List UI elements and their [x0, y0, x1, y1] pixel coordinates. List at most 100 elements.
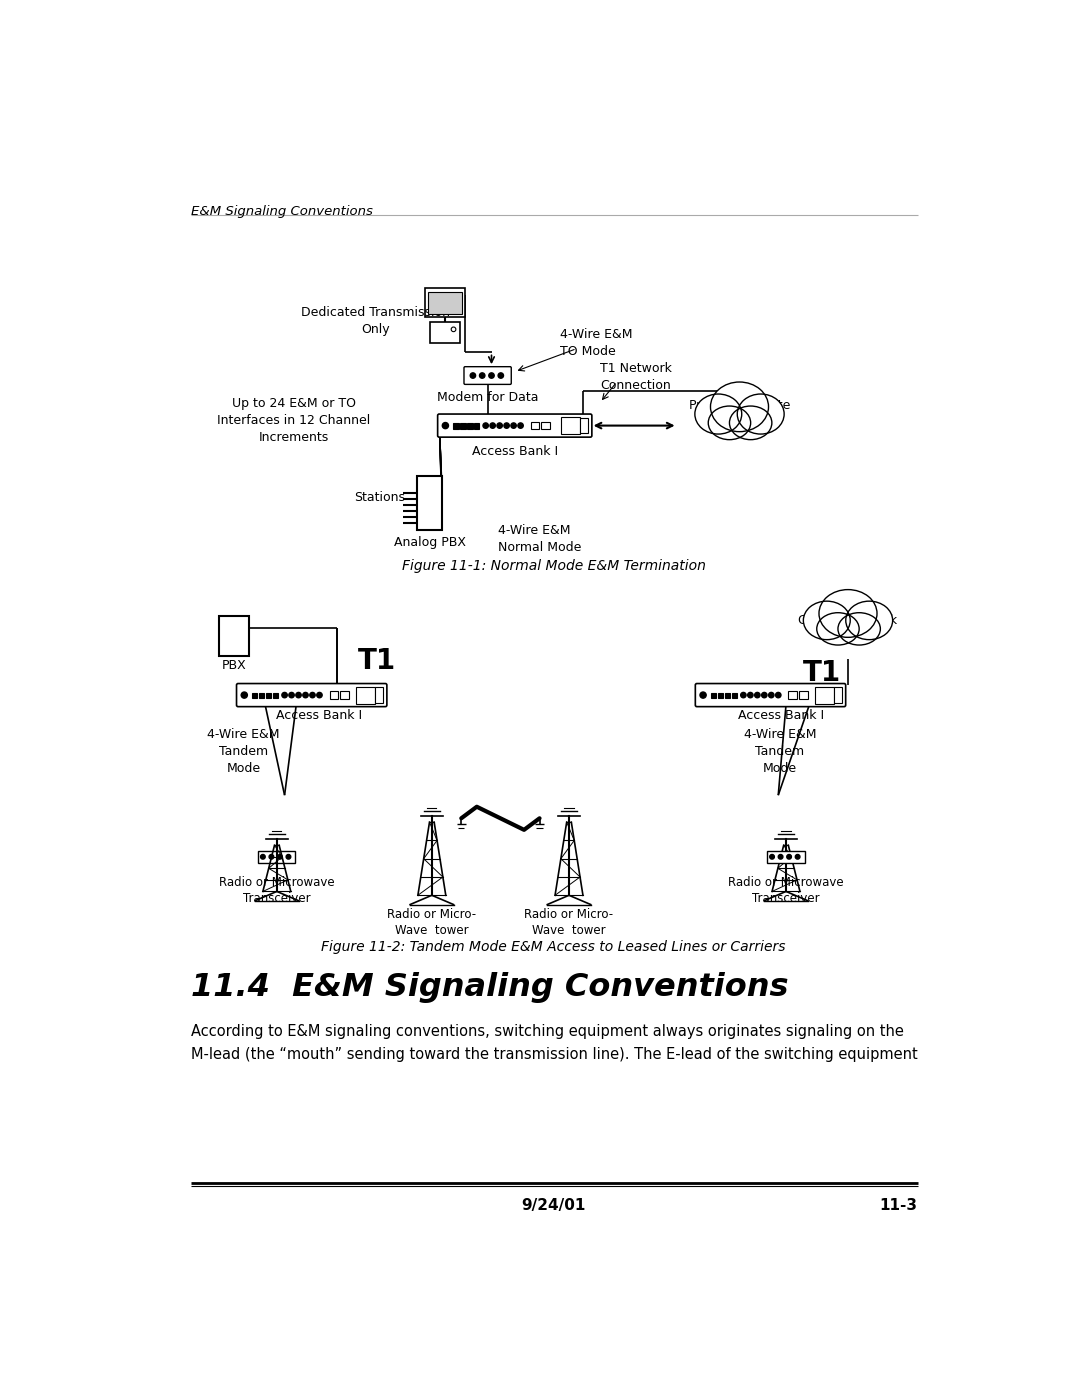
Circle shape	[497, 423, 502, 429]
Text: Stations: Stations	[354, 490, 405, 504]
Circle shape	[269, 855, 273, 859]
FancyBboxPatch shape	[814, 686, 834, 704]
Circle shape	[741, 693, 746, 697]
Text: 11.4  E&M Signaling Conventions: 11.4 E&M Signaling Conventions	[191, 972, 788, 1003]
Circle shape	[786, 855, 792, 859]
FancyBboxPatch shape	[430, 321, 460, 344]
Text: Radio or Microwave
Transceiver: Radio or Microwave Transceiver	[219, 876, 335, 905]
FancyBboxPatch shape	[375, 687, 383, 703]
FancyBboxPatch shape	[464, 366, 511, 384]
Text: Public or Private
Network: Public or Private Network	[689, 400, 791, 429]
FancyBboxPatch shape	[237, 683, 387, 707]
FancyBboxPatch shape	[259, 693, 265, 698]
FancyBboxPatch shape	[329, 692, 338, 698]
Circle shape	[795, 855, 800, 859]
Circle shape	[310, 693, 315, 697]
FancyBboxPatch shape	[219, 616, 248, 655]
FancyBboxPatch shape	[541, 422, 550, 429]
FancyBboxPatch shape	[340, 692, 349, 698]
Circle shape	[288, 693, 294, 697]
FancyBboxPatch shape	[732, 693, 738, 698]
Circle shape	[302, 693, 308, 697]
Circle shape	[747, 693, 753, 697]
Text: Dedicated Transmission
Only: Dedicated Transmission Only	[300, 306, 449, 337]
FancyBboxPatch shape	[252, 693, 257, 698]
Ellipse shape	[819, 590, 877, 637]
Text: E&M Signaling Conventions: E&M Signaling Conventions	[191, 204, 373, 218]
Circle shape	[517, 423, 524, 429]
Text: Access Bank I: Access Bank I	[472, 444, 557, 458]
Circle shape	[282, 693, 287, 697]
Circle shape	[755, 693, 760, 697]
Text: Access Bank I: Access Bank I	[738, 708, 824, 722]
FancyBboxPatch shape	[561, 418, 580, 434]
FancyBboxPatch shape	[454, 423, 459, 429]
Circle shape	[511, 423, 516, 429]
FancyBboxPatch shape	[788, 692, 797, 698]
Text: 4-Wire E&M
Tandem
Mode: 4-Wire E&M Tandem Mode	[743, 728, 816, 775]
Circle shape	[498, 373, 503, 379]
Text: Modem for Data: Modem for Data	[437, 391, 538, 404]
Text: 4-Wire E&M
Normal Mode: 4-Wire E&M Normal Mode	[498, 524, 581, 555]
FancyBboxPatch shape	[417, 475, 442, 529]
FancyBboxPatch shape	[467, 423, 473, 429]
Text: Radio or Micro-
Wave  tower: Radio or Micro- Wave tower	[388, 908, 476, 937]
Ellipse shape	[738, 394, 784, 434]
Ellipse shape	[838, 613, 880, 645]
Text: Radio or Microwave
Transceiver: Radio or Microwave Transceiver	[728, 876, 843, 905]
Text: 4-Wire E&M
Tandem
Mode: 4-Wire E&M Tandem Mode	[207, 728, 280, 775]
FancyBboxPatch shape	[474, 423, 480, 429]
Circle shape	[761, 693, 767, 697]
FancyBboxPatch shape	[530, 422, 539, 429]
Text: Up to 24 E&M or TO
Interfaces in 12 Channel
Increments: Up to 24 E&M or TO Interfaces in 12 Chan…	[217, 397, 370, 444]
Text: T1 Network
Connection: T1 Network Connection	[600, 362, 672, 391]
Text: 4-Wire E&M
TO Mode: 4-Wire E&M TO Mode	[559, 328, 632, 358]
Circle shape	[443, 422, 448, 429]
Circle shape	[504, 423, 510, 429]
Circle shape	[480, 373, 485, 379]
Circle shape	[489, 373, 495, 379]
Circle shape	[296, 693, 301, 697]
Circle shape	[770, 855, 774, 859]
Circle shape	[470, 373, 475, 379]
Text: Carrier Network: Carrier Network	[798, 613, 897, 627]
Text: 11-3: 11-3	[880, 1197, 918, 1213]
Ellipse shape	[846, 601, 893, 640]
Circle shape	[260, 855, 266, 859]
Circle shape	[775, 693, 781, 697]
FancyBboxPatch shape	[696, 683, 846, 707]
Text: Radio or Micro-
Wave  tower: Radio or Micro- Wave tower	[525, 908, 613, 937]
FancyBboxPatch shape	[258, 851, 296, 863]
Text: Figure 11-2: Tandem Mode E&M Access to Leased Lines or Carriers: Figure 11-2: Tandem Mode E&M Access to L…	[321, 940, 786, 954]
FancyBboxPatch shape	[725, 693, 730, 698]
FancyBboxPatch shape	[356, 686, 375, 704]
Circle shape	[316, 693, 322, 697]
Circle shape	[769, 693, 774, 697]
Text: 9/24/01: 9/24/01	[522, 1197, 585, 1213]
Circle shape	[286, 855, 291, 859]
FancyBboxPatch shape	[580, 418, 588, 433]
Ellipse shape	[708, 407, 751, 440]
FancyBboxPatch shape	[460, 423, 465, 429]
Circle shape	[278, 855, 282, 859]
Text: According to E&M signaling conventions, switching equipment always originates si: According to E&M signaling conventions, …	[191, 1024, 918, 1062]
Ellipse shape	[711, 381, 769, 432]
FancyBboxPatch shape	[266, 693, 271, 698]
Text: T1: T1	[359, 647, 396, 675]
FancyBboxPatch shape	[711, 693, 716, 698]
Ellipse shape	[816, 613, 860, 645]
Circle shape	[483, 423, 488, 429]
Text: Figure 11-1: Normal Mode E&M Termination: Figure 11-1: Normal Mode E&M Termination	[402, 559, 705, 573]
FancyBboxPatch shape	[437, 414, 592, 437]
Circle shape	[490, 423, 496, 429]
Ellipse shape	[694, 394, 742, 434]
FancyBboxPatch shape	[799, 692, 808, 698]
Text: Analog PBX: Analog PBX	[393, 535, 465, 549]
Text: PBX: PBX	[221, 659, 246, 672]
FancyBboxPatch shape	[424, 288, 465, 317]
Circle shape	[241, 692, 247, 698]
Text: T1: T1	[804, 659, 841, 687]
Ellipse shape	[729, 407, 772, 440]
Ellipse shape	[804, 601, 850, 640]
FancyBboxPatch shape	[428, 292, 462, 314]
